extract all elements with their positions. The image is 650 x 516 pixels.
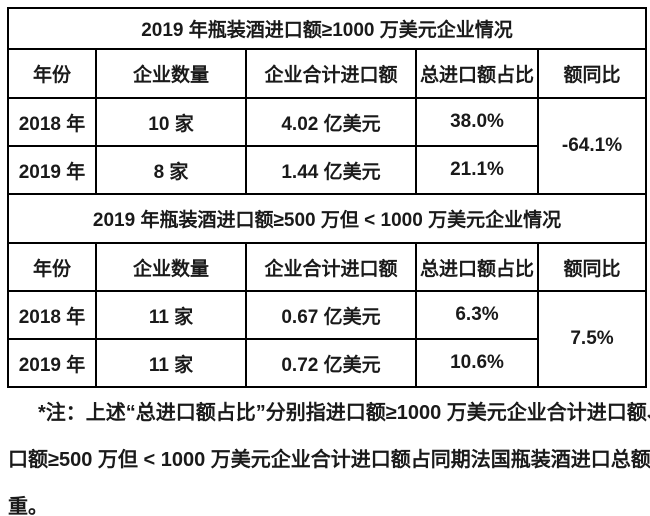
- table2-2019-share: 10.6%: [415, 338, 539, 388]
- table1-title: 2019 年瓶装酒进口额≥1000 万美元企业情况: [6, 7, 648, 50]
- table2-row-2018: 2018 年 11 家 0.67 亿美元 6.3% 7.5%: [7, 290, 648, 388]
- table2-header-total-import: 企业合计进口额: [245, 242, 417, 292]
- table1-header-total-import: 企业合计进口额: [245, 48, 417, 99]
- table1-2018-count: 10 家: [95, 97, 247, 147]
- footnote: *注：上述“总进口额占比”分别指进口额≥1000 万美元企业合计进口额、进 口额…: [8, 390, 650, 516]
- table2-2019-year: 2019 年: [7, 338, 97, 388]
- table2-title: 2019 年瓶装酒进口额≥500 万但 < 1000 万美元企业情况: [6, 193, 648, 244]
- table1-title-row: 2019 年瓶装酒进口额≥1000 万美元企业情况: [6, 7, 648, 50]
- wine-import-table: 2019 年瓶装酒进口额≥1000 万美元企业情况 年份 企业数量 企业合计进口…: [6, 7, 648, 388]
- table1-header-row: 年份 企业数量 企业合计进口额 总进口额占比 额同比: [7, 48, 648, 99]
- table2-title-row: 2019 年瓶装酒进口额≥500 万但 < 1000 万美元企业情况: [6, 193, 648, 244]
- table2-2019-count: 11 家: [95, 338, 247, 388]
- table2-2018-count: 11 家: [95, 290, 247, 340]
- table2-yoy-value: 7.5%: [536, 290, 648, 388]
- footnote-line-1: *注：上述“总进口额占比”分别指进口额≥1000 万美元企业合计进口额、进: [38, 402, 650, 424]
- table2-row-2019: 2019 年 11 家 0.72 亿美元 10.6%: [7, 338, 646, 388]
- table1-header-yoy: 额同比: [536, 48, 648, 99]
- table1-2019-year: 2019 年: [7, 145, 97, 195]
- table1-2018-year: 2018 年: [7, 97, 97, 147]
- table2-2018-amount: 0.67 亿美元: [245, 290, 417, 340]
- table1-2018-share: 38.0%: [415, 97, 539, 147]
- table1-2018-amount: 4.02 亿美元: [245, 97, 417, 147]
- table1-row-2019: 2019 年 8 家 1.44 亿美元 21.1%: [7, 145, 646, 195]
- table1-yoy-value: -64.1%: [536, 97, 648, 195]
- table1-2019-share: 21.1%: [415, 145, 539, 195]
- table2-2018-share: 6.3%: [415, 290, 539, 340]
- table2-header-yoy: 额同比: [536, 242, 648, 292]
- table1-2019-count: 8 家: [95, 145, 247, 195]
- footnote-line-2: 口额≥500 万但 < 1000 万美元企业合计进口额占同期法国瓶装酒进口总额的…: [8, 449, 650, 471]
- table2-header-year: 年份: [7, 242, 97, 292]
- table1-header-year: 年份: [7, 48, 97, 99]
- table2-2018-year: 2018 年: [7, 290, 97, 340]
- table1-header-company-count: 企业数量: [95, 48, 247, 99]
- footnote-line-3: 重。: [8, 496, 48, 516]
- table2-2019-amount: 0.72 亿美元: [245, 338, 417, 388]
- table1-2019-amount: 1.44 亿美元: [245, 145, 417, 195]
- table2-header-company-count: 企业数量: [95, 242, 247, 292]
- table2-header-share: 总进口额占比: [415, 242, 539, 292]
- table2-header-row: 年份 企业数量 企业合计进口额 总进口额占比 额同比: [7, 242, 648, 292]
- table1-header-share: 总进口额占比: [415, 48, 539, 99]
- table1-row-2018: 2018 年 10 家 4.02 亿美元 38.0% -64.1%: [7, 97, 648, 195]
